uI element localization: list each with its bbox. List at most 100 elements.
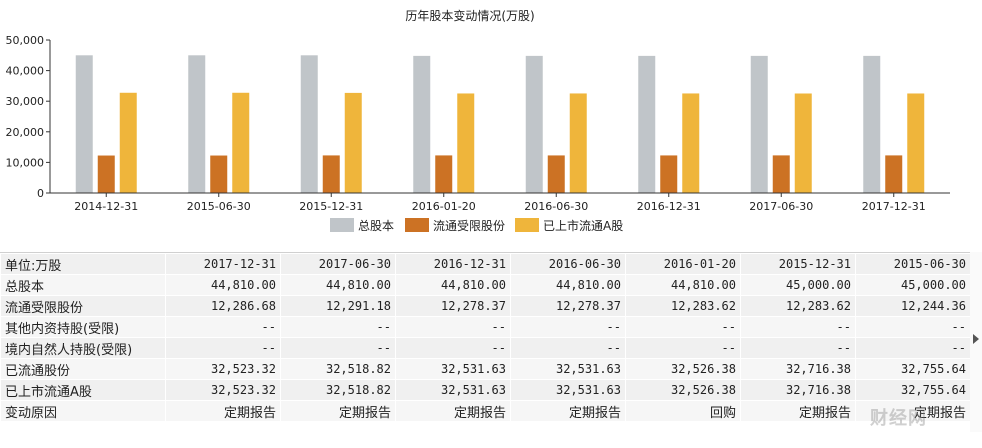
bar-listed[interactable]: [907, 93, 925, 193]
x-tick-label: 2016-01-20: [412, 200, 476, 213]
bar-total[interactable]: [750, 55, 768, 193]
data-cell: --: [280, 337, 396, 359]
legend-label-total[interactable]: 总股本: [358, 219, 394, 233]
y-tick-label: 50,000: [6, 34, 45, 47]
data-cell: 32,523.32: [165, 379, 281, 401]
data-cell: --: [855, 316, 970, 338]
table-row: 变动原因 定期报告 定期报告 定期报告 定期报告 回购 定期报告 定期报告: [0, 400, 970, 422]
data-cell: --: [510, 316, 626, 338]
data-cell: 定期报告: [855, 400, 970, 422]
bar-total[interactable]: [525, 55, 543, 193]
data-cell: 32,755.64: [855, 379, 970, 401]
bar-listed[interactable]: [232, 92, 250, 193]
data-cell: 32,531.63: [395, 379, 511, 401]
x-tick-label: 2016-06-30: [524, 200, 588, 213]
data-cell: --: [395, 337, 511, 359]
bar-listed[interactable]: [119, 92, 137, 193]
bar-restricted[interactable]: [885, 155, 903, 193]
y-tick-label: 30,000: [6, 95, 45, 108]
data-cell: --: [855, 337, 970, 359]
legend-label-restricted[interactable]: 流通受限股份: [433, 219, 505, 233]
legend-swatch-listed[interactable]: [515, 218, 539, 232]
bar-restricted[interactable]: [547, 155, 565, 193]
data-cell: 2015-06-30: [855, 253, 970, 275]
bar-total[interactable]: [75, 55, 93, 193]
data-cell: 2017-12-31: [165, 253, 281, 275]
data-cell: --: [165, 337, 281, 359]
x-tick-label: 2014-12-31: [74, 200, 138, 213]
row-label-cell: 总股本: [0, 274, 166, 296]
bar-total[interactable]: [188, 55, 206, 193]
data-cell: 12,244.36: [855, 295, 970, 317]
bar-total[interactable]: [413, 55, 431, 193]
row-label-cell: 境内自然人持股(受限): [0, 337, 166, 359]
row-label-cell: 流通受限股份: [0, 295, 166, 317]
data-cell: 12,286.68: [165, 295, 281, 317]
data-cell: 定期报告: [280, 400, 396, 422]
data-cell: 44,810.00: [395, 274, 511, 296]
data-cell: 2016-06-30: [510, 253, 626, 275]
legend-label-listed[interactable]: 已上市流通A股: [543, 218, 623, 233]
bar-restricted[interactable]: [772, 155, 790, 193]
data-cell: 45,000.00: [740, 274, 856, 296]
y-axis: 50,000 40,000 30,000 20,000 10,000 0: [6, 34, 51, 200]
data-cell: --: [625, 316, 741, 338]
data-cell: 12,291.18: [280, 295, 396, 317]
row-label-cell: 其他内资持股(受限): [0, 316, 166, 338]
data-cell: --: [740, 337, 856, 359]
bar-total[interactable]: [863, 55, 881, 193]
bar-restricted[interactable]: [660, 155, 678, 193]
data-cell: 44,810.00: [165, 274, 281, 296]
data-cell: --: [510, 337, 626, 359]
data-cell: 定期报告: [395, 400, 511, 422]
bar-listed[interactable]: [344, 92, 362, 193]
share-data-table-container: 单位:万股 2017-12-31 2017-06-30 2016-12-31 2016-…: [0, 252, 970, 433]
data-cell: 定期报告: [165, 400, 281, 422]
data-cell: 32,716.38: [740, 379, 856, 401]
data-cell: 32,531.63: [510, 379, 626, 401]
data-cell: --: [395, 316, 511, 338]
table-row: 流通受限股份 12,286.68 12,291.18 12,278.37 12,278.…: [0, 295, 970, 317]
data-cell: 定期报告: [740, 400, 856, 422]
scroll-right-arrow-icon[interactable]: [973, 334, 979, 344]
data-cell: 32,531.63: [510, 358, 626, 380]
data-cell: 32,755.64: [855, 358, 970, 380]
bar-restricted[interactable]: [97, 155, 115, 193]
bar-listed[interactable]: [682, 93, 700, 193]
table-row: 已流通股份 32,523.32 32,518.82 32,531.63 32,531.6…: [0, 358, 970, 380]
data-cell: 45,000.00: [855, 274, 970, 296]
x-tick-label: 2015-06-30: [187, 200, 251, 213]
table-header-row: 单位:万股 2017-12-31 2017-06-30 2016-12-31 2016-…: [0, 253, 970, 275]
legend: 总股本 流通受限股份 已上市流通A股: [330, 218, 623, 233]
data-cell: 12,278.37: [395, 295, 511, 317]
data-cell: 回购: [625, 400, 741, 422]
bar-listed[interactable]: [569, 93, 587, 193]
y-tick-label: 0: [37, 187, 44, 200]
data-cell: 32,518.82: [280, 379, 396, 401]
legend-swatch-restricted[interactable]: [405, 218, 429, 232]
bar-listed[interactable]: [457, 93, 475, 193]
data-cell: 12,283.62: [740, 295, 856, 317]
bar-listed[interactable]: [794, 93, 812, 193]
row-label-cell: 变动原因: [0, 400, 166, 422]
legend-swatch-total[interactable]: [330, 218, 354, 232]
row-label-cell: 已上市流通A股: [0, 379, 166, 401]
chart-area: 历年股本变动情况(万股) 50,000 40,000 30,000 20,000 10,…: [6, 8, 950, 233]
data-cell: 32,523.32: [165, 358, 281, 380]
bar-restricted[interactable]: [322, 155, 340, 193]
y-tick-label: 10,000: [6, 156, 45, 169]
bar-restricted[interactable]: [435, 155, 453, 193]
data-cell: 32,531.63: [395, 358, 511, 380]
x-tick-label: 2015-12-31: [299, 200, 363, 213]
chart-title: 历年股本变动情况(万股): [405, 8, 534, 23]
bar-total[interactable]: [638, 55, 656, 193]
data-cell: 定期报告: [510, 400, 626, 422]
bar-restricted[interactable]: [210, 155, 228, 193]
x-tick-label: 2017-06-30: [749, 200, 813, 213]
bar-total[interactable]: [300, 55, 318, 193]
data-cell: --: [280, 316, 396, 338]
data-cell: 2016-12-31: [395, 253, 511, 275]
table-row: 境内自然人持股(受限) -- -- -- -- -- -- --: [0, 337, 970, 359]
data-cell: 44,810.00: [510, 274, 626, 296]
x-tick-label: 2017-12-31: [862, 200, 926, 213]
